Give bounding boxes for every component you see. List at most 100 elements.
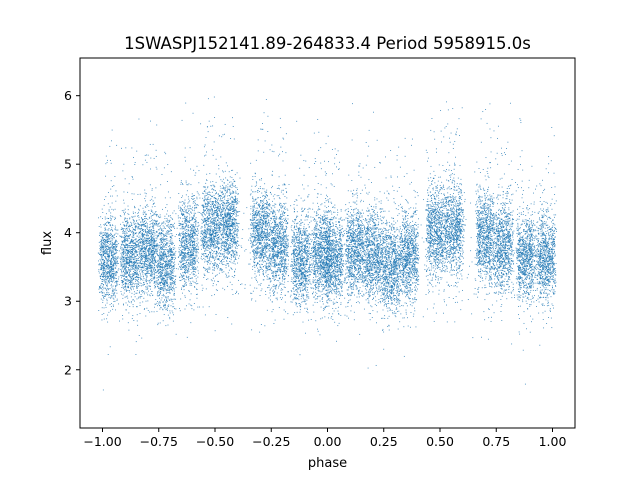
data-point xyxy=(149,285,150,286)
data-point xyxy=(136,252,137,253)
data-point xyxy=(121,291,122,292)
data-point xyxy=(133,275,134,276)
data-point xyxy=(196,268,197,269)
data-point xyxy=(122,315,123,316)
data-point xyxy=(104,205,105,206)
data-point xyxy=(112,244,113,245)
data-point xyxy=(108,203,109,204)
data-point xyxy=(128,231,129,232)
data-point xyxy=(196,283,197,284)
data-point xyxy=(115,264,116,265)
data-point xyxy=(127,305,128,306)
data-point xyxy=(119,284,120,285)
data-point xyxy=(154,311,155,312)
data-point xyxy=(124,265,125,266)
data-point xyxy=(157,283,158,284)
data-point xyxy=(160,293,161,294)
data-point xyxy=(172,287,173,288)
data-point xyxy=(192,242,193,243)
data-point xyxy=(103,295,104,296)
data-point xyxy=(115,289,116,290)
data-point xyxy=(169,310,170,311)
data-point xyxy=(164,314,165,315)
data-point xyxy=(135,244,136,245)
data-point xyxy=(135,296,136,297)
data-point xyxy=(104,273,105,274)
data-point xyxy=(154,233,155,234)
data-point xyxy=(191,198,192,199)
data-point xyxy=(153,222,154,223)
data-point xyxy=(190,235,191,236)
data-point xyxy=(153,256,154,257)
data-point xyxy=(145,231,146,232)
data-point xyxy=(188,225,189,226)
data-point xyxy=(131,240,132,241)
data-point xyxy=(169,220,170,221)
data-point xyxy=(103,266,104,267)
data-point xyxy=(146,193,147,194)
data-point xyxy=(194,235,195,236)
data-point xyxy=(107,286,108,287)
data-point xyxy=(128,228,129,229)
data-point xyxy=(123,258,124,259)
data-point xyxy=(185,244,186,245)
data-point xyxy=(105,230,106,231)
data-point xyxy=(124,289,125,290)
data-point xyxy=(147,294,148,295)
data-point xyxy=(154,304,155,305)
data-point xyxy=(121,258,122,259)
data-point xyxy=(179,245,180,246)
data-point xyxy=(132,266,133,267)
data-point xyxy=(171,238,172,239)
data-point xyxy=(185,257,186,258)
data-point xyxy=(180,310,181,311)
data-point xyxy=(135,268,136,269)
data-point xyxy=(152,272,153,273)
data-point xyxy=(179,221,180,222)
data-point xyxy=(129,280,130,281)
data-point xyxy=(170,268,171,269)
data-point xyxy=(189,263,190,264)
data-point xyxy=(206,213,207,214)
data-point xyxy=(138,269,139,270)
data-point xyxy=(136,269,137,270)
data-point xyxy=(105,277,106,278)
data-point xyxy=(179,238,180,239)
data-point xyxy=(122,275,123,276)
data-point xyxy=(210,195,211,196)
data-point xyxy=(129,282,130,283)
data-point xyxy=(129,306,130,307)
data-point xyxy=(154,241,155,242)
data-point xyxy=(105,223,106,224)
data-point xyxy=(150,236,151,237)
data-point xyxy=(153,255,154,256)
data-point xyxy=(192,227,193,228)
data-point xyxy=(207,227,208,228)
data-point xyxy=(141,248,142,249)
data-point xyxy=(154,220,155,221)
data-point xyxy=(137,283,138,284)
data-point xyxy=(175,236,176,237)
data-point xyxy=(126,240,127,241)
data-point xyxy=(123,229,124,230)
data-point xyxy=(110,160,111,161)
data-point xyxy=(157,261,158,262)
data-point xyxy=(181,253,182,254)
data-point xyxy=(103,313,104,314)
data-point xyxy=(131,258,132,259)
data-point xyxy=(141,276,142,277)
data-point xyxy=(187,216,188,217)
data-point xyxy=(180,247,181,248)
data-point xyxy=(189,247,190,248)
data-point xyxy=(140,313,141,314)
data-point xyxy=(163,267,164,268)
data-point xyxy=(164,152,165,153)
data-point xyxy=(155,250,156,251)
data-point xyxy=(188,239,189,240)
data-point xyxy=(100,259,101,260)
data-point xyxy=(181,228,182,229)
data-point xyxy=(120,248,121,249)
data-point xyxy=(167,308,168,309)
data-point xyxy=(146,232,147,233)
data-point xyxy=(169,268,170,269)
